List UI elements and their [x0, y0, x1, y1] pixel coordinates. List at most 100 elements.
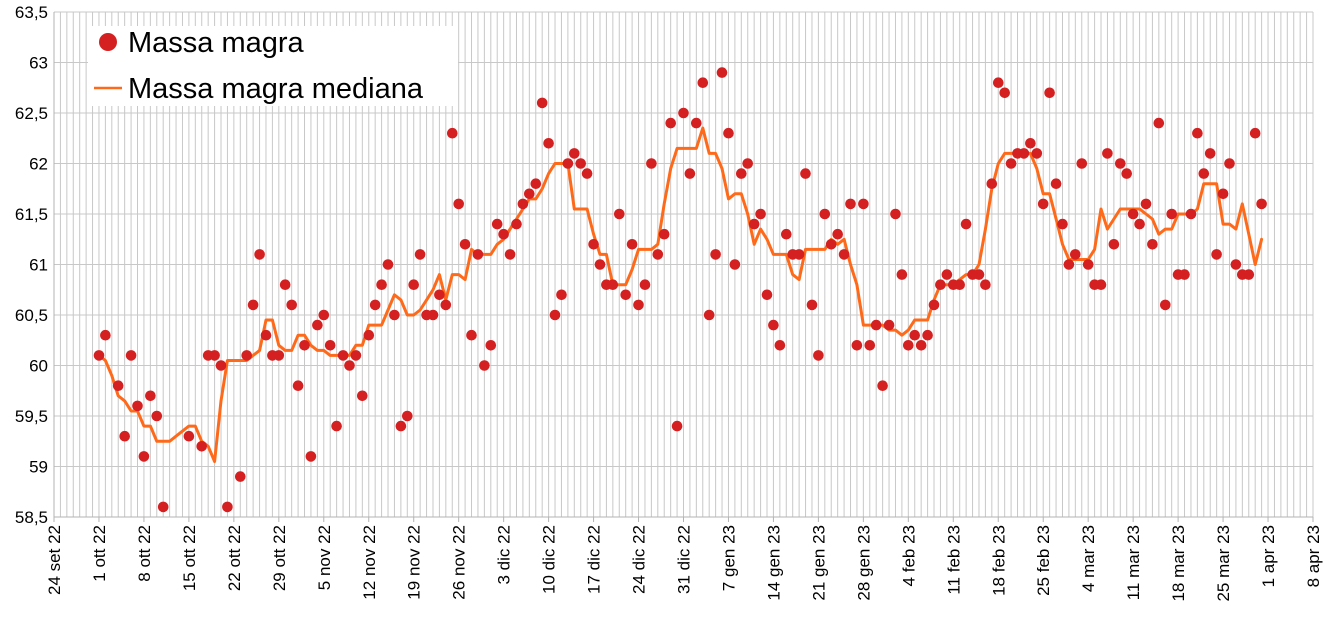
x-tick-label: 15 ott 22 — [180, 525, 199, 591]
data-point — [324, 340, 336, 351]
data-point — [1243, 269, 1255, 280]
data-point — [408, 279, 420, 291]
x-tick-label: 17 dic 22 — [585, 525, 604, 594]
data-point — [1256, 198, 1267, 210]
data-point — [1063, 259, 1075, 270]
data-point — [742, 158, 753, 169]
data-point — [1044, 87, 1055, 99]
data-point — [691, 117, 702, 129]
data-point — [524, 188, 535, 200]
x-tick-label: 7 gen 23 — [719, 525, 738, 591]
x-tick-label: 18 feb 23 — [989, 525, 1008, 596]
x-tick-label: 4 mar 23 — [1079, 525, 1098, 592]
data-point — [504, 249, 516, 260]
data-point — [941, 269, 953, 280]
data-point — [851, 340, 863, 351]
y-tick-label: 62,5 — [15, 104, 48, 123]
x-tick-label: 18 mar 23 — [1169, 525, 1188, 602]
data-point — [678, 107, 689, 119]
x-tick-label: 11 mar 23 — [1124, 525, 1143, 600]
y-tick-label: 62 — [29, 155, 48, 174]
x-tick-label: 25 feb 23 — [1034, 525, 1053, 596]
data-point — [138, 451, 150, 462]
legend-label-median: Massa magra mediana — [128, 73, 424, 105]
data-point — [1076, 158, 1088, 169]
x-tick-label: 26 nov 22 — [450, 525, 469, 600]
data-point — [286, 299, 298, 311]
data-point — [260, 329, 272, 341]
data-point — [1127, 208, 1139, 220]
data-point — [800, 168, 811, 179]
data-point — [729, 259, 741, 270]
data-point — [279, 279, 291, 291]
median-line-layer — [97, 126, 1264, 463]
data-point — [369, 299, 381, 311]
x-tick-label: 25 mar 23 — [1214, 525, 1233, 602]
data-point — [112, 380, 124, 392]
data-point — [485, 340, 497, 351]
data-point — [832, 228, 843, 240]
data-point — [395, 420, 407, 432]
data-point — [196, 441, 207, 452]
y-tick-label: 61 — [29, 256, 48, 275]
data-point — [459, 239, 471, 250]
data-point — [1179, 269, 1190, 280]
data-point — [1147, 239, 1158, 250]
x-tick-label: 10 dic 22 — [540, 525, 559, 594]
points-layer — [93, 67, 1267, 513]
data-point — [1121, 168, 1132, 179]
data-point — [774, 340, 786, 351]
y-axis-tick-labels: 58,5 59 59,5 60 60,5 61 61,5 62 62,5 63 63,5 — [15, 3, 48, 527]
data-point — [723, 127, 734, 139]
data-point — [1204, 148, 1216, 159]
data-point — [209, 350, 220, 361]
data-point — [761, 289, 773, 301]
data-point — [973, 269, 985, 280]
data-point — [652, 249, 664, 260]
data-point — [273, 350, 285, 361]
data-point — [241, 350, 252, 361]
y-tick-label: 60 — [29, 357, 48, 376]
data-point — [806, 299, 818, 311]
legend-label-points: Massa magra — [128, 27, 305, 59]
data-point — [151, 410, 163, 422]
data-point — [793, 249, 805, 260]
data-point — [890, 208, 901, 220]
data-point — [1095, 279, 1107, 291]
data-point — [1050, 178, 1062, 189]
data-point — [581, 168, 593, 179]
y-tick-label: 63 — [29, 54, 48, 73]
data-point — [517, 198, 529, 210]
data-point — [1108, 239, 1120, 250]
data-point — [838, 249, 850, 260]
data-point — [215, 360, 227, 371]
legend-background — [88, 26, 458, 106]
data-point — [292, 380, 304, 392]
y-tick-label: 59 — [29, 458, 48, 477]
x-tick-label: 24 set 22 — [45, 525, 64, 595]
data-point — [472, 249, 484, 260]
data-point — [1230, 259, 1242, 270]
median-series-line — [97, 126, 1264, 463]
x-tick-label: 12 nov 22 — [360, 525, 379, 600]
data-point — [536, 97, 548, 109]
data-point — [145, 390, 156, 402]
data-point — [633, 299, 644, 311]
data-point — [903, 340, 914, 351]
data-point — [1192, 127, 1203, 139]
data-point — [414, 249, 426, 260]
data-point — [1185, 208, 1197, 220]
data-point — [125, 350, 137, 361]
x-tick-label: 11 feb 23 — [944, 525, 963, 595]
x-tick-label: 8 apr 23 — [1304, 525, 1323, 587]
x-tick-label: 3 dic 22 — [495, 525, 514, 585]
x-tick-label: 8 ott 22 — [135, 525, 154, 582]
x-tick-label: 22 ott 22 — [225, 525, 244, 591]
data-point — [434, 289, 445, 301]
x-tick-label: 29 ott 22 — [270, 525, 289, 591]
data-point — [877, 380, 888, 392]
data-point — [530, 178, 542, 189]
data-point — [1153, 117, 1165, 129]
data-point — [247, 299, 259, 311]
data-point — [350, 350, 362, 361]
